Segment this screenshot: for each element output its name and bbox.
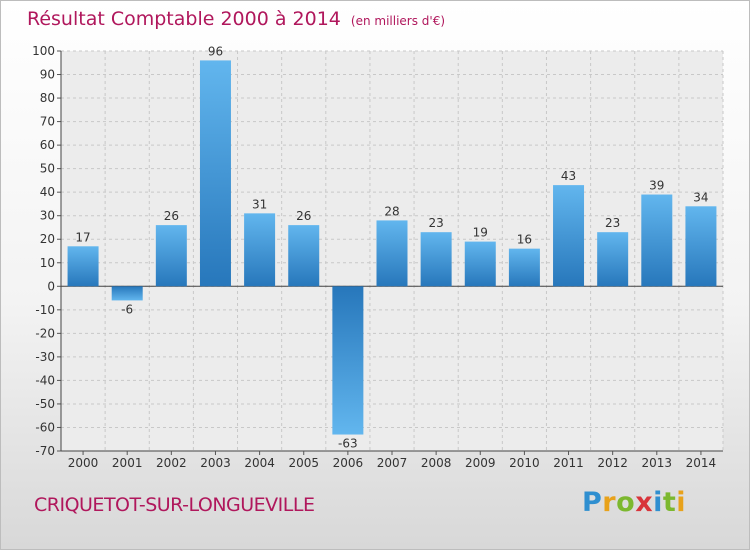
bar-2004 [244, 213, 276, 287]
x-tick-label: 2014 [686, 456, 717, 470]
bar-value-label: 19 [473, 226, 488, 240]
x-tick-label: 2007 [377, 456, 408, 470]
x-tick-label: 2013 [642, 456, 673, 470]
y-tick-label: -50 [35, 397, 55, 411]
y-tick-label: 20 [40, 232, 55, 246]
chart-unit: (en milliers d'€) [350, 14, 446, 28]
x-tick-label: 2010 [509, 456, 540, 470]
x-tick-label: 2003 [200, 456, 231, 470]
y-tick-label: 50 [40, 162, 55, 176]
y-tick-label: 40 [40, 185, 55, 199]
bar-2000 [67, 246, 99, 287]
city-name: CRIQUETOT-SUR-LONGUEVILLE [34, 494, 315, 516]
bar-value-label: 31 [252, 197, 267, 211]
x-tick-label: 2000 [68, 456, 99, 470]
bar-value-label: 23 [605, 216, 620, 230]
bar-2007 [376, 220, 408, 287]
bar-value-label: 17 [75, 230, 90, 244]
y-tick-label: 60 [40, 138, 55, 152]
bar-2005 [288, 225, 320, 287]
chart-title: Résultat Comptable 2000 à 2014 (en millie… [27, 8, 445, 30]
bar-2012 [597, 232, 629, 287]
y-tick-label: -70 [35, 444, 55, 458]
bar-2010 [508, 248, 540, 287]
bar-2006 [332, 286, 364, 435]
y-tick-label: 80 [40, 91, 55, 105]
bar-value-label: 16 [517, 233, 532, 247]
x-tick-label: 2008 [421, 456, 452, 470]
bar-value-label: 39 [649, 179, 664, 193]
bar-value-label: 26 [296, 209, 311, 223]
bar-2008 [420, 232, 452, 287]
bar-2013 [641, 194, 673, 287]
y-tick-label: 90 [40, 68, 55, 82]
y-tick-label: 70 [40, 115, 55, 129]
x-tick-label: 2002 [156, 456, 187, 470]
x-tick-label: 2005 [288, 456, 319, 470]
bar-value-label: 96 [208, 44, 223, 58]
bar-2003 [199, 60, 231, 287]
bar-value-label: 23 [428, 216, 443, 230]
y-tick-label: -60 [35, 420, 55, 434]
y-tick-label: 100 [32, 44, 55, 58]
x-tick-label: 2011 [553, 456, 584, 470]
bar-value-label: 43 [561, 169, 576, 183]
y-tick-label: 10 [40, 256, 55, 270]
y-tick-label: 30 [40, 209, 55, 223]
y-tick-label: -30 [35, 350, 55, 364]
x-tick-label: 2006 [333, 456, 364, 470]
bar-value-label: 28 [384, 204, 399, 218]
bar-2014 [685, 206, 717, 287]
y-tick-label: 0 [47, 279, 55, 293]
bar-2011 [553, 185, 585, 287]
bar-value-label: -6 [121, 302, 133, 316]
bar-2009 [464, 241, 496, 287]
y-tick-label: -10 [35, 303, 55, 317]
x-tick-label: 2009 [465, 456, 496, 470]
bar-2001 [111, 286, 143, 301]
bar-2002 [155, 225, 187, 287]
x-tick-label: 2004 [244, 456, 275, 470]
bar-value-label: 34 [693, 190, 708, 204]
chart-title-text: Résultat Comptable 2000 à 2014 [27, 8, 341, 30]
y-tick-label: -40 [35, 373, 55, 387]
bar-value-label: 26 [164, 209, 179, 223]
x-tick-label: 2001 [112, 456, 143, 470]
y-tick-label: -20 [35, 326, 55, 340]
proxiti-logo[interactable]: Proxiti [582, 487, 687, 518]
bar-value-label: -63 [338, 437, 358, 451]
x-tick-label: 2012 [597, 456, 628, 470]
